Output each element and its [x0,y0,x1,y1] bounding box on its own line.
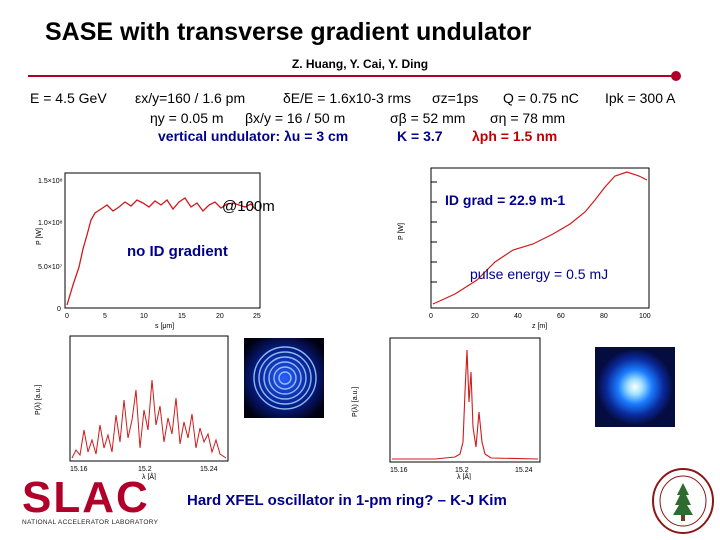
xtick-label: 15.16 [390,467,408,474]
xtick-label: 20 [216,313,224,320]
param-energy: E = 4.5 GeV [30,90,107,106]
x-axis-label: s [μm] [155,323,174,330]
y-axis-label: P [W] [36,228,43,245]
spectrum-curve [71,379,227,459]
param-emittance: εx/y=160 / 1.6 pm [135,90,246,106]
power-curve [66,197,256,306]
spectrum-no-gradient-plot: 15.16 15.2 15.24 λ [Å] P(λ) [a.u.] [30,330,235,480]
x-axis-label: λ [Å] [457,472,471,480]
param-sigma-eta: ση = 78 mm [490,110,566,126]
power-vs-s-plot: 1.5×10⁸ 1.0×10⁸ 5.0×10⁷ 0 0 5 10 15 20 2… [35,165,270,330]
xtick-label: 15.2 [455,467,469,474]
slac-logo-text: SLAC [22,473,150,522]
xtick-label: 100 [639,313,651,320]
x-axis-label: z [m] [532,323,547,330]
xtick-label: 40 [514,313,522,320]
id-grad-label: ID grad = 22.9 m-1 [445,192,566,208]
power-vs-z-plot: 0 20 40 60 80 100 z [m] P [W] [395,162,660,334]
spectrum-curve [392,349,539,460]
y-axis-label: P(λ) [a.u.] [352,387,359,417]
xtick-label: 15.16 [70,466,88,473]
xtick-label: 5 [103,313,107,320]
xtick-label: 60 [557,313,565,320]
y-axis-label: P(λ) [a.u.] [35,385,42,415]
xtick-label: 15 [178,313,186,320]
plot-frame [64,172,261,309]
param-sigma-z: σz=1ps [432,90,479,106]
param-eta-y: ηy = 0.05 m [150,110,224,126]
y-ticks [431,181,437,283]
ytick-label: 1.5×10⁸ [38,178,63,185]
xtick-label: 20 [471,313,479,320]
slide-title: SASE with transverse gradient undulator [45,18,532,46]
xtick-label: 25 [253,313,261,320]
footer-question: Hard XFEL oscillator in 1-pm ring? – K-J… [187,492,507,509]
param-beta-xy: βx/y = 16 / 50 m [245,110,346,126]
y-axis-label: P [W] [398,223,405,240]
pulse-energy-label: pulse energy = 0.5 mJ [470,266,609,282]
param-peak-current: Ipk = 300 A [605,90,676,106]
xtick-label: 80 [600,313,608,320]
transverse-profile-rings-image [244,338,324,418]
param-charge: Q = 0.75 nC [503,90,579,106]
spectrum-gradient-plot: 15.16 15.2 15.24 λ [Å] P(λ) [a.u.] [345,332,545,480]
x-axis-label: λ [Å] [142,472,156,480]
param-sigma-beta: σβ = 52 mm [390,110,466,126]
stanford-seal-icon [652,468,714,534]
transverse-profile-spot-image [595,347,675,427]
slac-logo: SLAC NATIONAL ACCELERATOR LABORATORY [22,473,159,527]
param-energy-spread: δE/E = 1.6x10-3 rms [283,90,412,106]
power-curve [432,171,648,305]
param-lambda-ph: λph = 1.5 nm [472,128,558,144]
xtick-label: 15.24 [515,467,533,474]
ytick-label: 5.0×10⁷ [38,264,63,271]
xtick-label: 15.2 [138,466,152,473]
plot-frame [389,337,541,463]
plot-frame [430,167,650,309]
no-id-gradient-label: no ID gradient [127,243,228,260]
xtick-label: 15.24 [200,466,218,473]
at-100m-label: @100m [222,198,275,215]
xtick-label: 0 [65,313,69,320]
slac-logo-subtext: NATIONAL ACCELERATOR LABORATORY [22,519,159,526]
param-undulator: vertical undulator: λu = 3 cm [158,128,349,144]
xtick-label: 0 [429,313,433,320]
ytick-label: 0 [57,306,61,313]
ytick-label: 1.0×10⁸ [38,220,63,227]
title-divider [28,75,676,77]
authors: Z. Huang, Y. Cai, Y. Ding [291,57,429,71]
xtick-label: 10 [140,313,148,320]
param-k-value: K = 3.7 [397,128,443,144]
divider-dot [671,71,681,81]
plot-frame [69,335,229,462]
